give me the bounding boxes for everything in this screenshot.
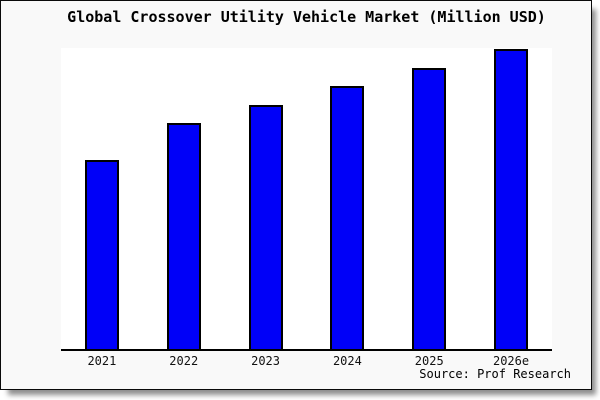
bar-2026e — [494, 49, 529, 349]
source-note: Source: Prof Research — [419, 367, 571, 381]
bar-2023 — [248, 104, 283, 349]
bar-slot-2025 — [388, 48, 470, 349]
bar-slot-2026e — [470, 48, 552, 349]
bar-2022 — [166, 123, 201, 349]
x-tick-label-2026e: 2026e — [492, 354, 530, 368]
bar-2024 — [330, 85, 365, 349]
bar-slot-2023 — [225, 48, 307, 349]
x-tick-label-2021: 2021 — [87, 354, 117, 368]
bar-2021 — [84, 160, 119, 349]
x-tick-label-2022: 2022 — [169, 354, 199, 368]
chart-card: Global Crossover Utility Vehicle Market … — [0, 0, 592, 390]
x-axis-labels: 2021 2022 2023 2024 2025 2026e — [61, 354, 552, 368]
x-tick-label-2023: 2023 — [251, 354, 281, 368]
bar-slot-2021 — [61, 48, 143, 349]
plot-area — [61, 48, 552, 351]
bar-slot-2022 — [143, 48, 225, 349]
bar-slot-2024 — [306, 48, 388, 349]
x-tick-label-2024: 2024 — [332, 354, 362, 368]
chart-title: Global Crossover Utility Vehicle Market … — [67, 8, 546, 26]
bar-2025 — [412, 67, 447, 349]
x-tick-label-2025: 2025 — [414, 354, 444, 368]
